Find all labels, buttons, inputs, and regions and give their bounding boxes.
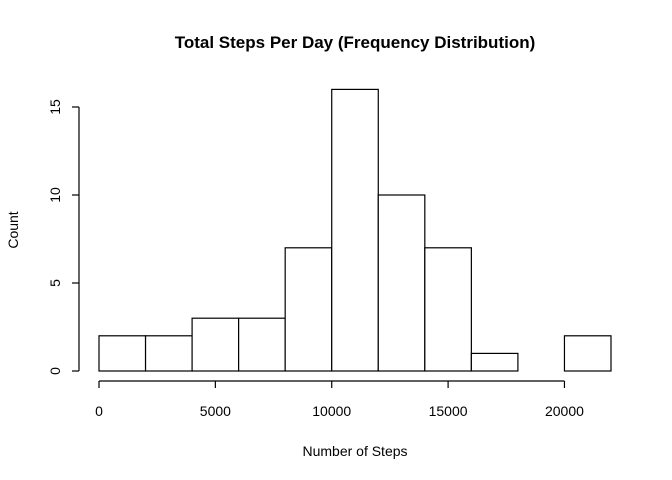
x-tick-label-3: 15000	[429, 403, 468, 419]
y-axis-label: Count	[5, 211, 21, 248]
x-tick-label-0: 0	[95, 403, 103, 419]
x-tick-label-4: 20000	[545, 403, 584, 419]
histogram-bar-3	[238, 317, 286, 372]
histogram-bar-5	[331, 88, 379, 372]
bars-group	[98, 88, 612, 372]
histogram-bar-8	[470, 352, 519, 372]
chart-title: Total Steps Per Day (Frequency Distribut…	[175, 33, 536, 52]
x-tick-label-1: 5000	[200, 403, 231, 419]
histogram-bar-7	[424, 247, 472, 372]
x-axis-label: Number of Steps	[302, 443, 407, 459]
y-tick-label-0: 0	[47, 367, 63, 375]
y-tick-label-3: 15	[47, 99, 63, 115]
histogram-bar-0	[98, 335, 147, 372]
histogram-bar-4	[284, 247, 333, 372]
y-axis: 0 5 10 15	[47, 99, 80, 375]
histogram-bar-10	[563, 335, 612, 372]
x-axis: 0 5000 10000 15000 20000	[95, 380, 584, 419]
histogram-bar-1	[144, 335, 193, 372]
y-tick-label-1: 5	[47, 279, 63, 287]
histogram-bar-6	[377, 194, 426, 372]
histogram-bar-2	[191, 317, 240, 372]
y-tick-label-2: 10	[47, 187, 63, 203]
x-tick-label-2: 10000	[312, 403, 351, 419]
